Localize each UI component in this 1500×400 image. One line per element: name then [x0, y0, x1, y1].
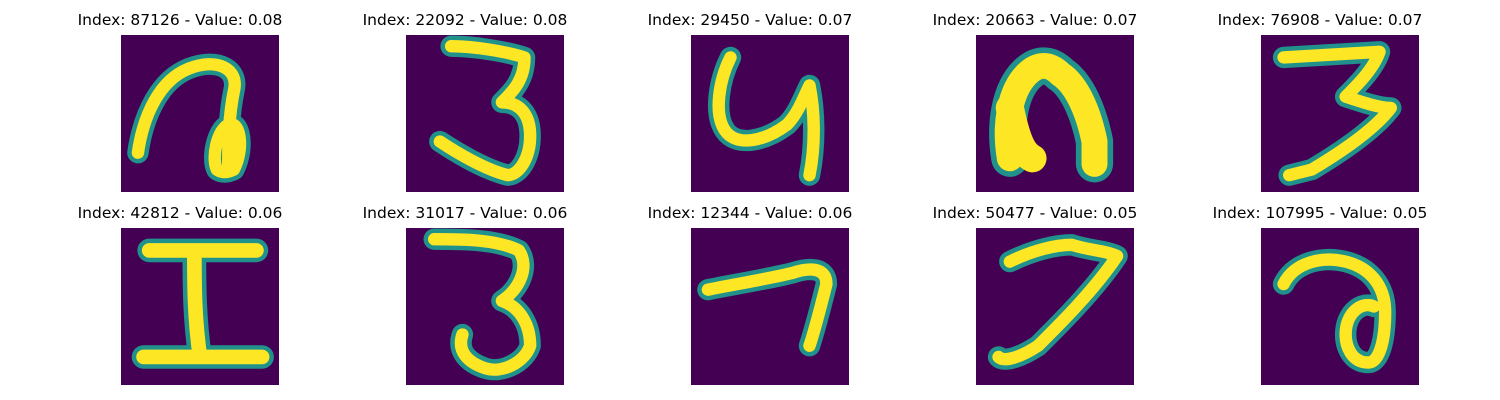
digit-image — [121, 228, 279, 385]
panel-title: Index: 107995 - Value: 0.05 — [1212, 204, 1428, 222]
panel-4: Index: 20663 - Value: 0.07 — [915, 0, 1155, 192]
panel-title: Index: 20663 - Value: 0.07 — [932, 11, 1138, 29]
digit-image — [976, 35, 1134, 192]
panel-title: Index: 42812 - Value: 0.06 — [77, 204, 283, 222]
panel-title: Index: 29450 - Value: 0.07 — [647, 11, 853, 29]
digit-image — [1261, 228, 1419, 385]
digit-image — [691, 35, 849, 192]
panel-title: Index: 87126 - Value: 0.08 — [77, 11, 283, 29]
digit-image — [406, 35, 564, 192]
panel-title: Index: 31017 - Value: 0.06 — [362, 204, 568, 222]
panel-6: Index: 42812 - Value: 0.06 — [60, 193, 300, 385]
panel-5: Index: 76908 - Value: 0.07 — [1200, 0, 1440, 192]
digit-image — [1261, 35, 1419, 192]
panel-title: Index: 12344 - Value: 0.06 — [647, 204, 853, 222]
panel-8: Index: 12344 - Value: 0.06 — [630, 193, 870, 385]
panel-9: Index: 50477 - Value: 0.05 — [915, 193, 1155, 385]
digit-image — [976, 228, 1134, 385]
digit-image — [406, 228, 564, 385]
digit-image — [121, 35, 279, 192]
panel-2: Index: 22092 - Value: 0.08 — [345, 0, 585, 192]
panel-title: Index: 22092 - Value: 0.08 — [362, 11, 568, 29]
panel-10: Index: 107995 - Value: 0.05 — [1200, 193, 1440, 385]
panel-3: Index: 29450 - Value: 0.07 — [630, 0, 870, 192]
panel-7: Index: 31017 - Value: 0.06 — [345, 193, 585, 385]
panel-title: Index: 76908 - Value: 0.07 — [1217, 11, 1423, 29]
panel-title: Index: 50477 - Value: 0.05 — [932, 204, 1138, 222]
digit-image — [691, 228, 849, 385]
panel-1: Index: 87126 - Value: 0.08 — [60, 0, 300, 192]
